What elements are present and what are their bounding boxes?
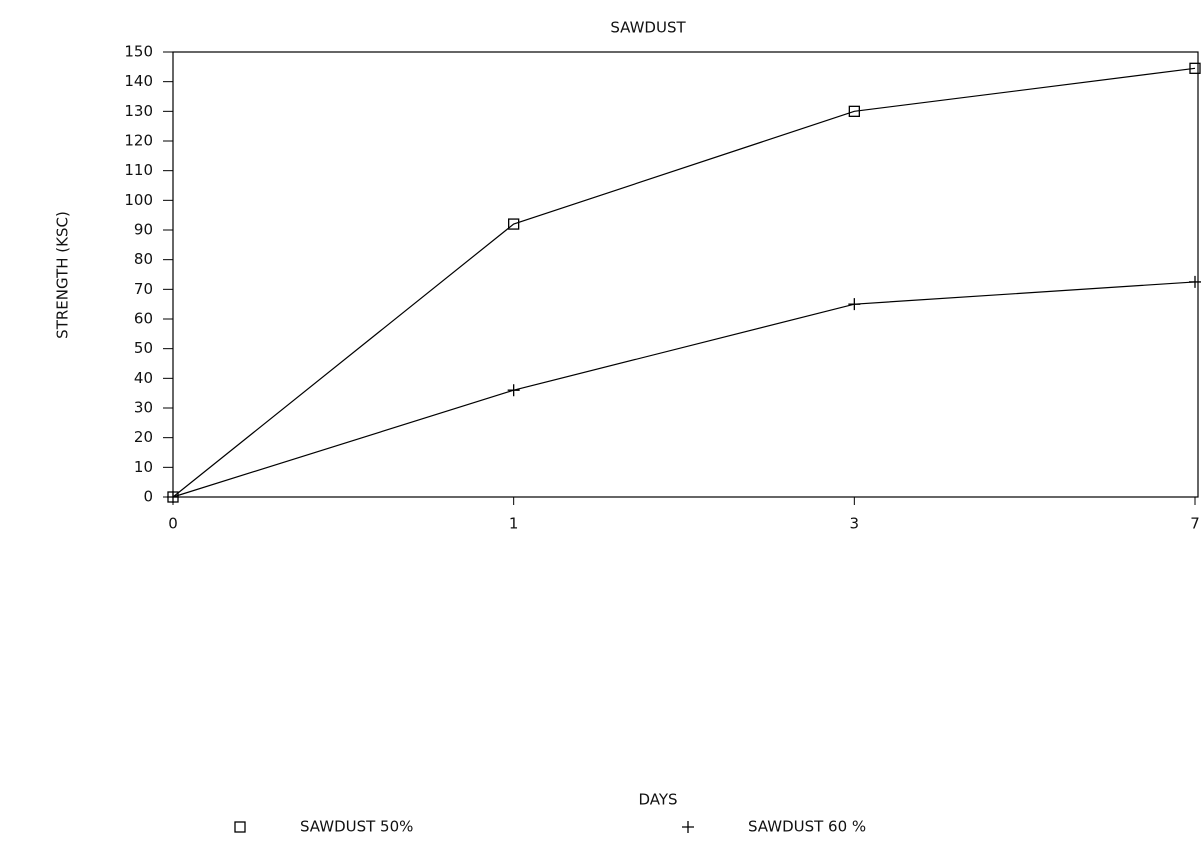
chart: SAWDUST DAYS STRENGTH (KSC) 010203040506… bbox=[0, 0, 1203, 865]
marker bbox=[1189, 276, 1201, 288]
y-tick-label: 120 bbox=[124, 132, 153, 150]
y-tick-label: 110 bbox=[124, 161, 153, 179]
x-tick-label: 7 bbox=[1190, 515, 1200, 533]
y-tick-label: 30 bbox=[134, 399, 153, 417]
y-tick-label: 20 bbox=[134, 428, 153, 446]
marker bbox=[167, 491, 179, 503]
y-axis-label: STRENGTH (KSC) bbox=[54, 211, 72, 339]
y-tick-label: 140 bbox=[124, 72, 153, 90]
chart-title: SAWDUST bbox=[610, 19, 686, 37]
y-tick-label: 10 bbox=[134, 458, 153, 476]
legend-label: SAWDUST 50% bbox=[300, 818, 413, 836]
x-tick-label: 1 bbox=[509, 515, 519, 533]
y-tick-label: 150 bbox=[124, 43, 153, 61]
y-tick-label: 0 bbox=[143, 488, 153, 506]
legend-label: SAWDUST 60 % bbox=[748, 818, 866, 836]
legend-marker bbox=[682, 821, 694, 833]
y-tick-label: 50 bbox=[134, 339, 153, 357]
y-tick-label: 100 bbox=[124, 191, 153, 209]
plot-frame bbox=[173, 52, 1198, 497]
series-line bbox=[173, 282, 1195, 497]
x-tick-label: 0 bbox=[168, 515, 178, 533]
legend-marker bbox=[235, 822, 245, 832]
series-line bbox=[173, 68, 1195, 497]
y-tick-label: 40 bbox=[134, 369, 153, 387]
y-tick-label: 130 bbox=[124, 102, 153, 120]
marker bbox=[508, 384, 520, 396]
y-tick-label: 90 bbox=[134, 221, 153, 239]
x-axis-label: DAYS bbox=[638, 791, 677, 809]
y-tick-label: 70 bbox=[134, 280, 153, 298]
x-tick-label: 3 bbox=[850, 515, 860, 533]
marker bbox=[848, 298, 860, 310]
y-tick-label: 80 bbox=[134, 250, 153, 268]
y-tick-label: 60 bbox=[134, 310, 153, 328]
